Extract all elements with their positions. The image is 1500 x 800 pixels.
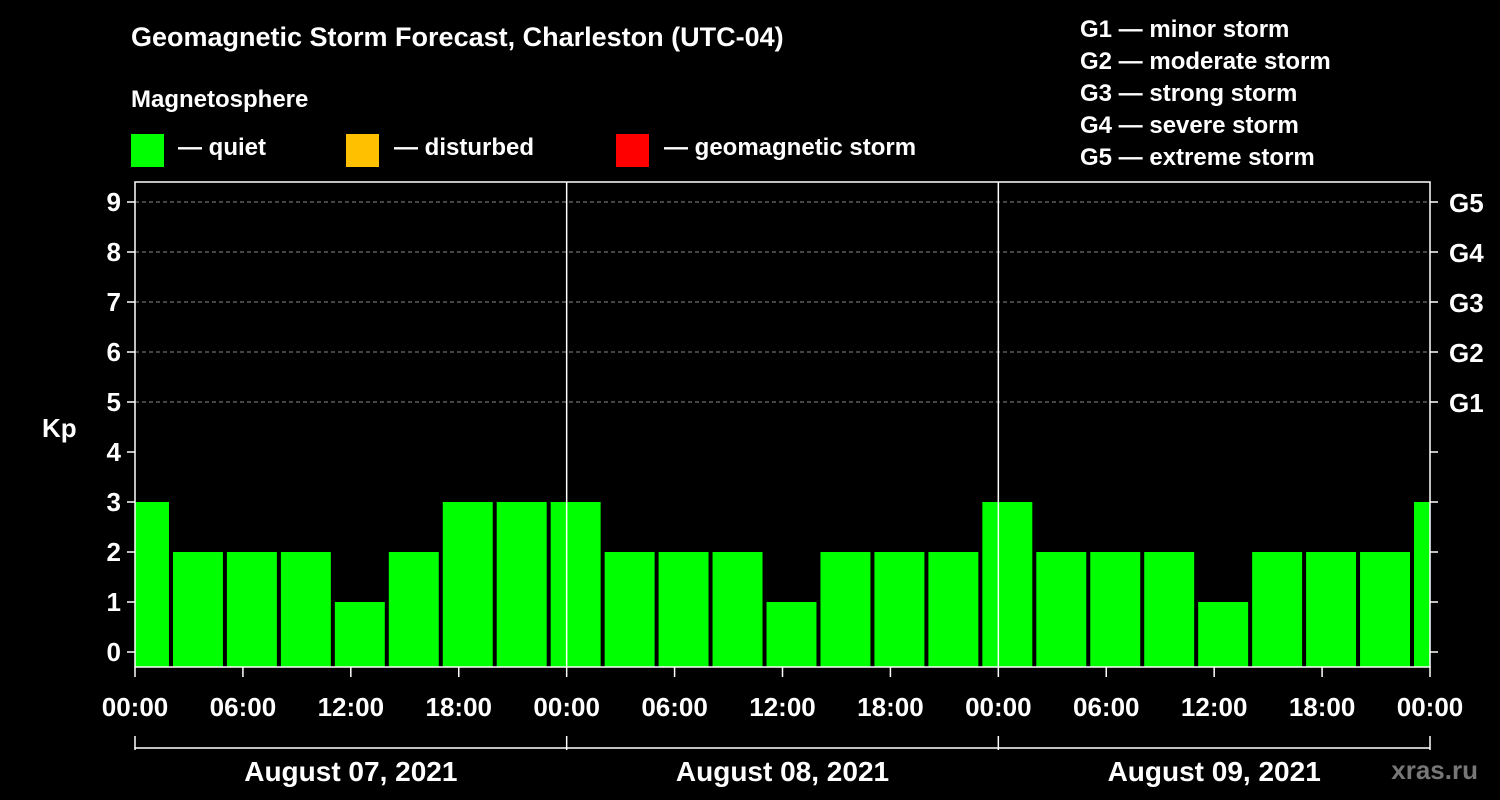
x-tick-label: 12:00 xyxy=(318,692,385,722)
x-tick-label: 06:00 xyxy=(1073,692,1140,722)
storm-legend-label: — geomagnetic storm xyxy=(664,134,917,161)
kp-bar xyxy=(658,552,709,667)
g5-legend: G5 — extreme storm xyxy=(1080,144,1315,171)
chart-title: Geomagnetic Storm Forecast, Charleston (… xyxy=(131,22,784,52)
kp-bar xyxy=(928,552,979,667)
y-tick-label: 2 xyxy=(107,537,121,567)
y-tick-label: 3 xyxy=(107,487,121,517)
y-tick-label: 5 xyxy=(107,387,121,417)
g-level-label: G3 xyxy=(1449,288,1484,318)
disturbed-swatch xyxy=(346,134,379,167)
y-tick-label: 1 xyxy=(107,587,121,617)
day-label: August 09, 2021 xyxy=(1108,756,1321,787)
kp-bar xyxy=(1252,552,1303,667)
y-tick-label: 0 xyxy=(107,637,121,667)
kp-bar xyxy=(1198,602,1249,667)
g3-legend: G3 — strong storm xyxy=(1080,80,1298,107)
kp-bar xyxy=(135,502,169,667)
magnetosphere-label: Magnetosphere xyxy=(131,86,309,113)
kp-bar xyxy=(550,502,601,667)
day-label: August 07, 2021 xyxy=(244,756,457,787)
x-tick-label: 00:00 xyxy=(1397,692,1464,722)
x-tick-label: 00:00 xyxy=(533,692,600,722)
kp-bar xyxy=(1306,552,1357,667)
kp-bar xyxy=(1036,552,1087,667)
kp-bar xyxy=(226,552,277,667)
x-tick-label: 12:00 xyxy=(749,692,816,722)
g1-legend: G1 — minor storm xyxy=(1080,16,1290,43)
x-tick-label: 18:00 xyxy=(857,692,924,722)
g-level-label: G2 xyxy=(1449,338,1484,368)
kp-bar xyxy=(766,602,817,667)
g4-legend: G4 — severe storm xyxy=(1080,112,1299,139)
y-tick-label: 7 xyxy=(107,287,121,317)
quiet-swatch xyxy=(131,134,164,167)
kp-bar xyxy=(388,552,439,667)
x-tick-label: 00:00 xyxy=(102,692,169,722)
kp-bar xyxy=(442,502,493,667)
x-tick-label: 00:00 xyxy=(965,692,1032,722)
y-tick-label: 6 xyxy=(107,337,121,367)
g-level-label: G4 xyxy=(1449,238,1484,268)
y-axis-title: Kp xyxy=(42,413,77,443)
x-tick-label: 06:00 xyxy=(641,692,708,722)
day-label: August 08, 2021 xyxy=(676,756,889,787)
kp-bar xyxy=(712,552,763,667)
kp-bar xyxy=(334,602,385,667)
kp-bar xyxy=(280,552,331,667)
y-tick-label: 8 xyxy=(107,237,121,267)
kp-bar xyxy=(874,552,925,667)
x-tick-label: 12:00 xyxy=(1181,692,1248,722)
y-tick-label: 4 xyxy=(107,437,122,467)
kp-bar xyxy=(1360,552,1411,667)
quiet-legend-label: — quiet xyxy=(178,134,266,161)
x-tick-label: 18:00 xyxy=(1289,692,1356,722)
storm-swatch xyxy=(616,134,649,167)
kp-bar xyxy=(982,502,1033,667)
disturbed-legend-label: — disturbed xyxy=(394,134,535,161)
kp-bar xyxy=(604,552,655,667)
kp-bar xyxy=(820,552,871,667)
kp-bar xyxy=(1414,502,1430,667)
g-level-label: G1 xyxy=(1449,388,1484,418)
kp-bar xyxy=(172,552,223,667)
kp-bar xyxy=(1144,552,1195,667)
x-tick-label: 18:00 xyxy=(426,692,493,722)
y-tick-label: 9 xyxy=(107,187,121,217)
g-level-label: G5 xyxy=(1449,188,1484,218)
kp-bar xyxy=(1090,552,1141,667)
g2-legend: G2 — moderate storm xyxy=(1080,48,1331,75)
kp-bar xyxy=(496,502,547,667)
watermark: xras.ru xyxy=(1391,755,1478,785)
x-tick-label: 06:00 xyxy=(210,692,277,722)
